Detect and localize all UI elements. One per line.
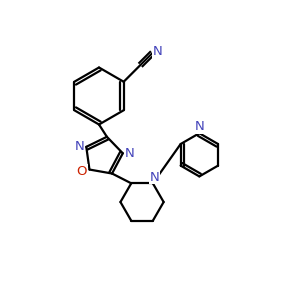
Text: N: N [124, 147, 134, 160]
Text: N: N [153, 45, 163, 58]
Text: O: O [77, 164, 87, 178]
Text: N: N [75, 140, 85, 153]
Text: N: N [194, 120, 204, 133]
Text: N: N [149, 171, 159, 184]
